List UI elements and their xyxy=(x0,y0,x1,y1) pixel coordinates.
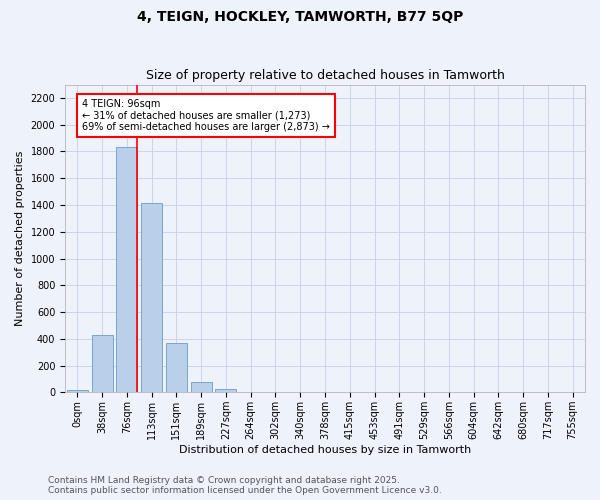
Text: 4, TEIGN, HOCKLEY, TAMWORTH, B77 5QP: 4, TEIGN, HOCKLEY, TAMWORTH, B77 5QP xyxy=(137,10,463,24)
Bar xyxy=(67,390,88,392)
Text: 4 TEIGN: 96sqm
← 31% of detached houses are smaller (1,273)
69% of semi-detached: 4 TEIGN: 96sqm ← 31% of detached houses … xyxy=(82,98,330,132)
Bar xyxy=(191,382,212,392)
Y-axis label: Number of detached properties: Number of detached properties xyxy=(15,150,25,326)
X-axis label: Distribution of detached houses by size in Tamworth: Distribution of detached houses by size … xyxy=(179,445,471,455)
Text: Contains HM Land Registry data © Crown copyright and database right 2025.
Contai: Contains HM Land Registry data © Crown c… xyxy=(48,476,442,495)
Bar xyxy=(141,203,162,392)
Bar xyxy=(215,388,236,392)
Title: Size of property relative to detached houses in Tamworth: Size of property relative to detached ho… xyxy=(146,69,505,82)
Bar xyxy=(166,344,187,392)
Bar xyxy=(92,336,113,392)
Bar xyxy=(116,148,137,392)
